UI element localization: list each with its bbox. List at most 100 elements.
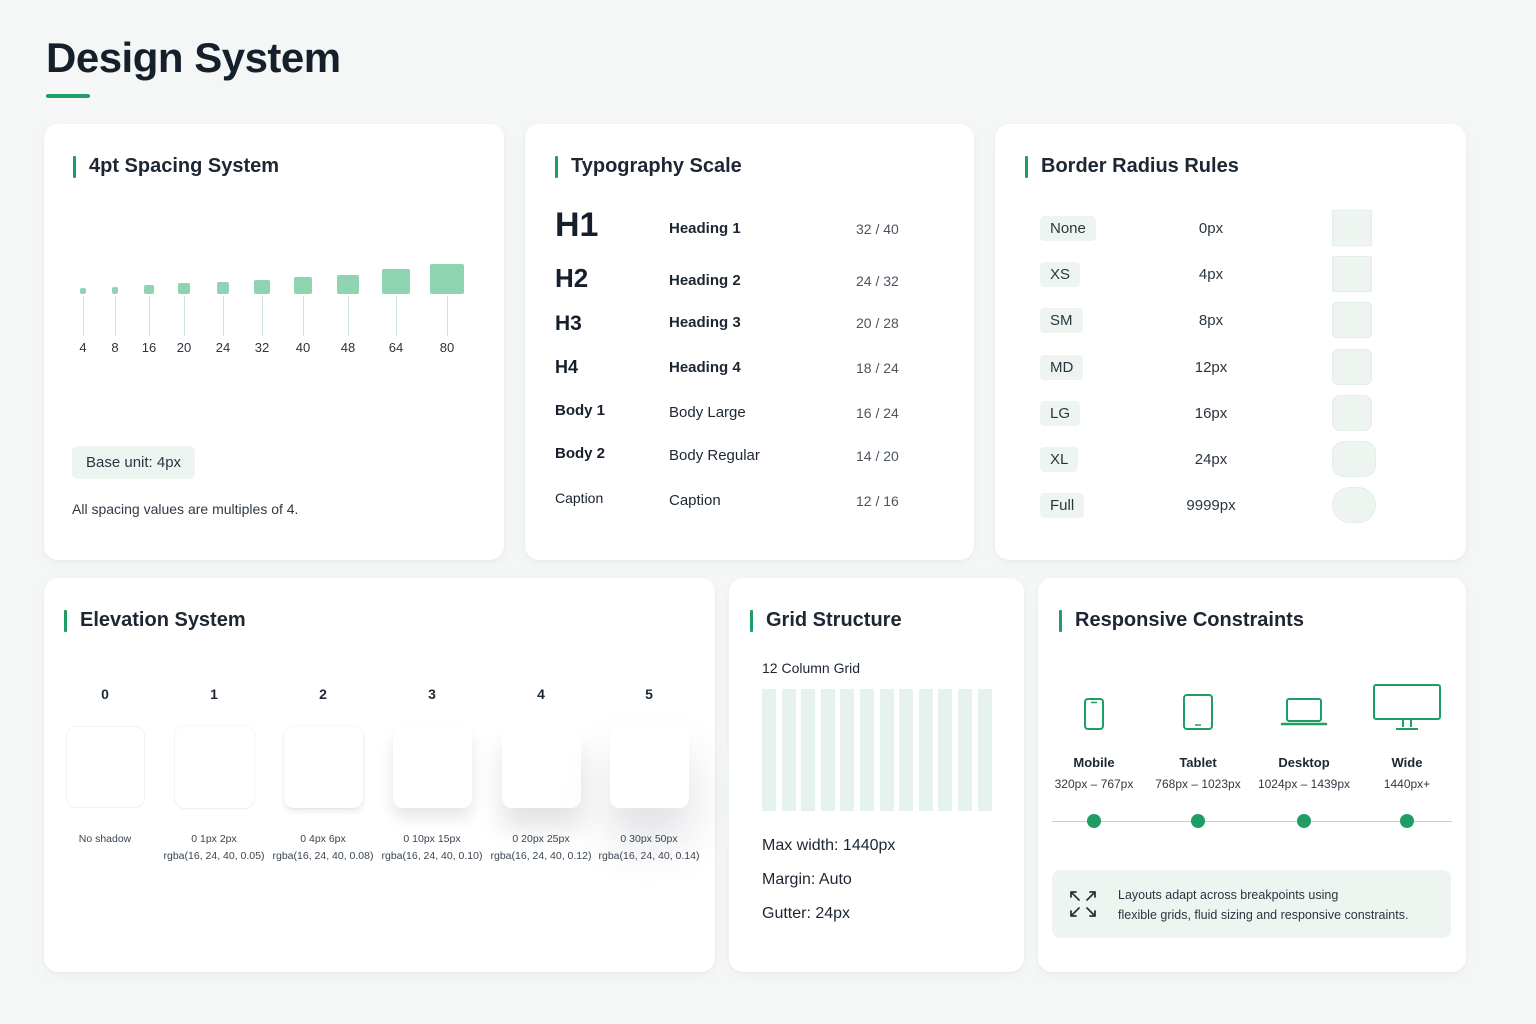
typography-card: Typography Scale H1 Heading 1 32 / 40 H2 Hea… (525, 124, 974, 560)
spacing-box (80, 288, 86, 294)
type-tag: H1 (555, 206, 599, 244)
spacing-box (144, 284, 154, 294)
elevation-card-title: Elevation System (64, 609, 246, 632)
spacing-box (178, 283, 190, 294)
info-line-2: flexible grids, fluid sizing and respons… (1118, 908, 1409, 922)
spacing-box (111, 287, 119, 294)
breakpoint-dot (1087, 814, 1101, 828)
radius-chip: LG (1040, 400, 1081, 426)
grid-column (958, 689, 972, 811)
radius-chip: SM (1040, 308, 1083, 334)
elevation-shadow-color: rgba(16, 24, 40, 0.08) (272, 850, 374, 862)
grid-column (820, 689, 835, 811)
info-line-1: Layouts adapt across breakpoints using (1118, 888, 1339, 902)
radius-swatch (1332, 394, 1372, 431)
breakpoint-name: Desktop (1278, 755, 1330, 770)
spacing-guide-line (447, 296, 448, 336)
radius-value: 9999px (1186, 497, 1236, 515)
grid-column (801, 689, 816, 811)
elevation-sample (393, 726, 472, 808)
spacing-value-label: 40 (295, 340, 311, 355)
radius-card-title: Border Radius Rules (1025, 155, 1239, 178)
type-name: Caption (669, 492, 721, 509)
elevation-caption: 0 20px 25px rgba(16, 24, 40, 0.12) (481, 831, 601, 865)
elevation-caption: 0 30px 50px rgba(16, 24, 40, 0.14) (589, 831, 709, 865)
radius-chip: Full (1040, 493, 1085, 519)
grid-column (860, 689, 874, 811)
laptop-icon (1280, 697, 1328, 734)
type-name: Body Large (669, 404, 746, 421)
base-unit-chip: Base unit: 4px (72, 446, 196, 479)
type-size: 12 / 16 (856, 493, 899, 509)
elevation-sample (66, 726, 145, 808)
radius-swatch (1332, 210, 1372, 246)
breakpoint-name: Tablet (1179, 755, 1217, 770)
type-size: 14 / 20 (856, 448, 899, 464)
type-name: Body Regular (669, 447, 760, 464)
spacing-box (293, 277, 313, 294)
info-text: Layouts adapt across breakpoints using f… (1118, 885, 1408, 925)
elevation-sample (610, 726, 689, 808)
grid-column (918, 689, 933, 811)
elevation-level: 3 (428, 686, 436, 702)
elevation-card: Elevation System 0 No shadow 1 0 1px 2px rgb… (44, 578, 715, 972)
breakpoint-dot (1400, 814, 1414, 828)
elevation-shadow-offset: 0 4px 6px (300, 833, 346, 845)
elevation-shadow-offset: 0 10px 15px (403, 833, 461, 845)
elevation-shadow-offset: 0 20px 25px (512, 833, 570, 845)
grid-gutter: Gutter: 24px (762, 905, 851, 922)
radius-value: 12px (1194, 358, 1228, 376)
elevation-level: 5 (645, 686, 653, 702)
grid-column (781, 689, 796, 811)
spacing-guide-line (83, 296, 84, 336)
breakpoint-dot (1297, 814, 1311, 828)
type-name: Heading 1 (669, 220, 741, 237)
elevation-shadow-color: rgba(16, 24, 40, 0.05) (163, 850, 265, 862)
page-title: Design System (46, 34, 341, 81)
radius-chip: MD (1040, 354, 1084, 380)
type-tag: Body 2 (555, 445, 606, 462)
radius-chip: None (1040, 216, 1096, 241)
breakpoint-range: 1440px+ (1383, 777, 1431, 791)
breakpoint-range: 320px – 767px (1054, 777, 1134, 791)
radius-card: Border Radius Rules None 0px XS 4px SM 8px MD 1… (995, 124, 1466, 560)
spacing-box (216, 282, 230, 294)
elevation-caption: 0 4px 6px rgba(16, 24, 40, 0.08) (263, 831, 383, 865)
responsive-card-title: Responsive Constraints (1059, 609, 1304, 632)
radius-swatch (1332, 348, 1372, 385)
type-tag: H3 (555, 312, 582, 335)
breakpoint-track (1052, 821, 1452, 822)
breakpoint-range: 768px – 1023px (1155, 777, 1241, 791)
spacing-value-label: 16 (141, 340, 157, 355)
type-tag: H2 (555, 263, 589, 293)
spacing-value-label: 8 (111, 340, 119, 355)
elevation-caption: 0 10px 15px rgba(16, 24, 40, 0.10) (372, 831, 492, 865)
type-name: Heading 3 (669, 314, 741, 331)
spacing-box (337, 274, 359, 294)
grid-subtitle: 12 Column Grid (762, 660, 861, 676)
elevation-caption: No shadow (45, 831, 165, 848)
elevation-sample (175, 726, 254, 808)
grid-column (879, 689, 894, 811)
spacing-guide-line (184, 296, 185, 336)
elevation-caption: 0 1px 2px rgba(16, 24, 40, 0.05) (154, 831, 274, 865)
radius-swatch (1332, 487, 1376, 524)
elevation-level: 2 (319, 686, 327, 702)
type-tag: H4 (555, 357, 579, 377)
responsive-card: Responsive Constraints Mobile 320px – 767… (1038, 578, 1466, 972)
spacing-value-label: 64 (388, 340, 404, 355)
spacing-guide-line (396, 296, 397, 336)
info-box: Layouts adapt across breakpoints using f… (1052, 870, 1451, 938)
radius-value: 24px (1194, 451, 1228, 468)
elevation-level: 4 (537, 686, 545, 702)
elevation-shadow-offset: 0 1px 2px (191, 833, 237, 845)
radius-chip: XL (1040, 447, 1079, 472)
grid-card-title: Grid Structure (750, 609, 902, 632)
elevation-shadow-offset: No shadow (78, 833, 132, 845)
radius-swatch (1332, 302, 1372, 339)
spacing-box (430, 264, 464, 294)
radius-swatch (1332, 441, 1376, 477)
type-size: 16 / 24 (856, 405, 899, 421)
spacing-value-label: 4 (79, 340, 87, 355)
spacing-guide-line (348, 296, 349, 336)
